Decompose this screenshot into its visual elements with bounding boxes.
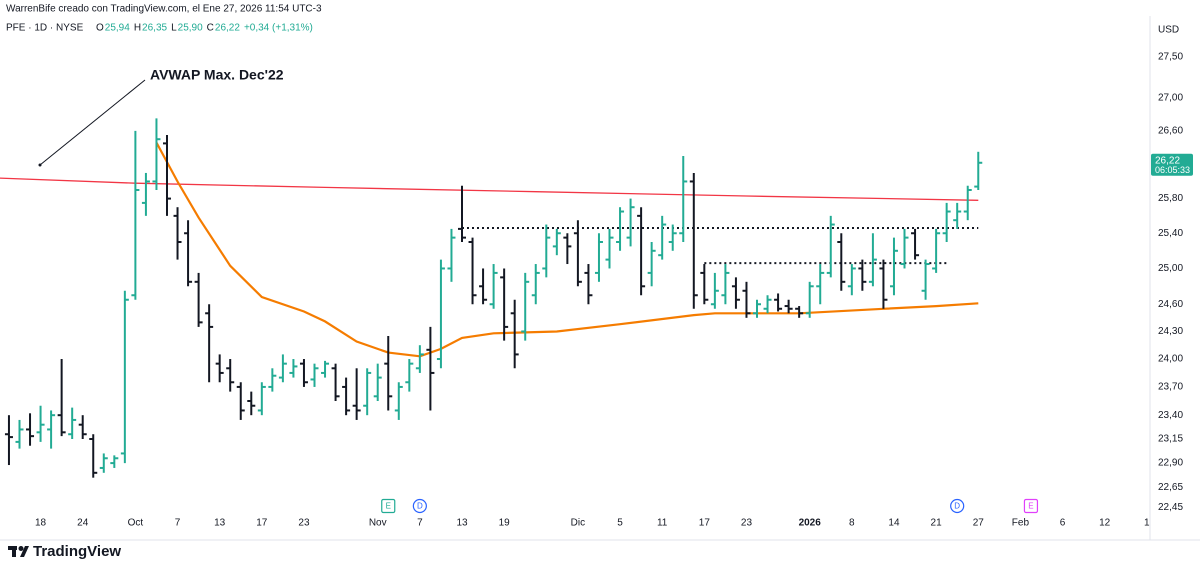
event-icon: [381, 498, 396, 514]
symbol: PFE · 1D · NYSE: [6, 23, 84, 34]
x-tick-label: 8: [849, 518, 855, 529]
indicator-line: [0, 177, 979, 201]
y-tick-label: 24,00: [1158, 354, 1183, 365]
change: +0,34 (+1,31%): [244, 23, 313, 34]
x-tick-label: 1: [1144, 518, 1150, 529]
y-tick-label: 22,65: [1158, 482, 1183, 493]
y-tick-label: 23,15: [1158, 434, 1183, 445]
x-tick-label: Dic: [571, 518, 585, 529]
y-tick-label: 27,50: [1158, 52, 1183, 63]
x-tick-label: 24: [77, 518, 89, 529]
x-tick-label: 13: [456, 518, 468, 529]
y-tick-label: 24,60: [1158, 299, 1183, 310]
countdown: 06:05:33: [1155, 165, 1190, 175]
x-tick-label: 18: [35, 518, 47, 529]
y-tick-label: 25,80: [1158, 193, 1183, 204]
y-tick-label: 25,00: [1158, 263, 1183, 274]
x-tick-label: 7: [417, 518, 423, 529]
credit: WarrenBife creado con TradingView.com, e…: [6, 4, 322, 15]
event-icon: [950, 498, 965, 514]
annotation-dot: [38, 163, 42, 167]
x-tick-label: 7: [175, 518, 181, 529]
y-tick-label: 24,30: [1158, 326, 1183, 337]
x-tick-label: 13: [214, 518, 226, 529]
ohlc-value: 25,94: [105, 23, 130, 34]
currency: USD: [1158, 25, 1179, 36]
ohlc-value: 26,22: [215, 23, 240, 34]
event-icon: [1023, 498, 1039, 514]
event-label: D: [417, 502, 423, 511]
event-label: D: [954, 502, 960, 511]
y-tick-label: 23,40: [1158, 410, 1183, 421]
x-tick-label: 23: [298, 518, 310, 529]
last-price-tag: [1151, 153, 1193, 176]
x-tick-label: 2026: [799, 518, 822, 529]
x-tick-label: 17: [699, 518, 711, 529]
ohlc-legend: O 25,94 H 26,35 L 25,90 C 26,22 +0,34 (+1,31%): [96, 23, 313, 34]
logo: [8, 546, 29, 557]
ohlc-label: O: [96, 23, 104, 34]
event-label: E: [386, 502, 391, 511]
x-tick-label: 21: [931, 518, 943, 529]
brand: TradingView: [33, 543, 121, 560]
y-tick-label: 25,40: [1158, 228, 1183, 239]
x-tick-label: 12: [1099, 518, 1111, 529]
ohlc-label: C: [207, 23, 214, 34]
x-tick-label: Feb: [1012, 518, 1030, 529]
annotation: AVWAP Max. Dec'22: [150, 67, 284, 83]
x-tick-label: Oct: [128, 518, 144, 529]
y-tick-label: 22,45: [1158, 502, 1183, 513]
ohlc-value: 25,90: [178, 23, 203, 34]
y-tick-label: 26,60: [1158, 125, 1183, 136]
x-tick-label: 17: [256, 518, 268, 529]
y-tick-label: 23,70: [1158, 382, 1183, 393]
x-tick-label: 27: [973, 518, 985, 529]
x-tick-label: 6: [1060, 518, 1066, 529]
event-icon: [412, 498, 427, 514]
ohlc-value: 26,35: [142, 23, 167, 34]
x-tick-label: 19: [499, 518, 511, 529]
annotation-arrow: [39, 79, 146, 166]
y-tick-label: 27,00: [1158, 92, 1183, 103]
event-label: E: [1028, 502, 1033, 511]
x-tick-label: 11: [657, 518, 668, 529]
ohlc-label: L: [171, 23, 177, 34]
x-tick-label: 14: [888, 518, 900, 529]
last-price-label: 26,22: [1155, 155, 1180, 166]
x-tick-label: 23: [741, 518, 753, 529]
ohlc-label: H: [134, 23, 141, 34]
y-tick-label: 22,90: [1158, 458, 1183, 469]
x-tick-label: Nov: [369, 518, 387, 529]
x-tick-label: 5: [617, 518, 623, 529]
